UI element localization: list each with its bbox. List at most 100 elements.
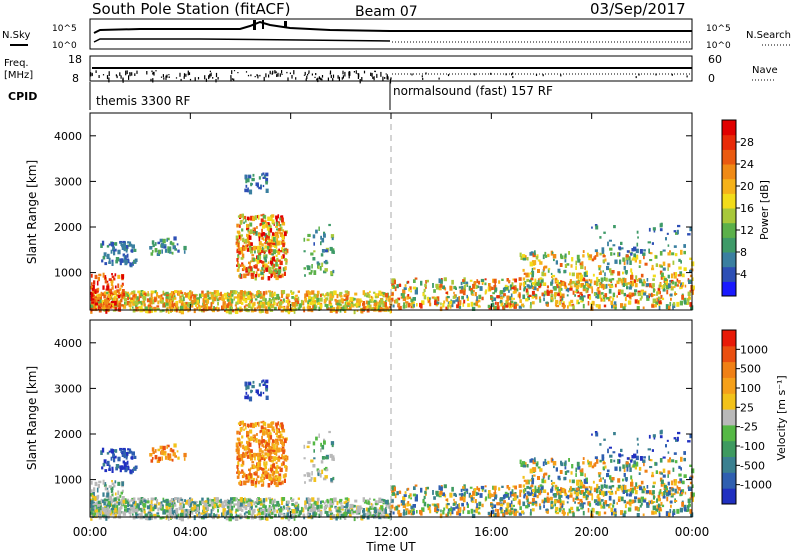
heatmap-cell — [126, 460, 129, 465]
heatmap-cell — [262, 421, 266, 426]
heatmap-cell — [338, 500, 342, 504]
heatmap-cell — [579, 295, 583, 300]
heatmap-cell — [150, 500, 153, 505]
heatmap-cell — [374, 500, 378, 505]
heatmap-cell — [240, 454, 243, 458]
heatmap-cell — [121, 465, 124, 470]
heatmap-cell — [550, 250, 553, 256]
heatmap-cell — [250, 215, 254, 221]
heatmap-cell — [130, 505, 133, 509]
heatmap-cell — [456, 504, 460, 508]
heatmap-cell — [553, 495, 557, 498]
heatmap-cell — [104, 500, 107, 503]
heatmap-cell — [458, 513, 462, 516]
freq-point — [188, 72, 191, 75]
heatmap-cell — [392, 485, 396, 491]
heatmap-cell — [369, 290, 371, 293]
heatmap-cell — [419, 302, 422, 308]
heatmap-cell — [245, 511, 249, 514]
heatmap-cell — [282, 505, 285, 510]
freq-point — [422, 77, 424, 80]
heatmap-cell — [154, 290, 157, 294]
heatmap-cell — [463, 491, 466, 496]
heatmap-cell — [122, 496, 125, 501]
heatmap-cell — [644, 290, 647, 294]
heatmap-cell — [358, 300, 361, 306]
heatmap-cell — [106, 490, 110, 493]
heatmap-cell — [448, 301, 453, 305]
freq-point — [511, 73, 513, 76]
heatmap-cell — [171, 242, 175, 246]
heatmap-cell — [316, 497, 320, 502]
heatmap-cell — [576, 506, 579, 512]
heatmap-cell — [423, 501, 427, 507]
heatmap-cell — [586, 494, 589, 498]
heatmap-cell — [172, 296, 175, 300]
heatmap-cell — [104, 293, 107, 296]
heatmap-cell — [543, 504, 545, 509]
heatmap-cell — [534, 250, 536, 255]
heatmap-cell — [491, 286, 494, 290]
heatmap-cell — [101, 447, 105, 453]
freq-point — [162, 74, 164, 78]
heatmap-cell — [546, 303, 549, 307]
freq-point — [490, 72, 492, 75]
heatmap-cell — [544, 265, 548, 269]
freq-point — [385, 73, 387, 75]
heatmap-cell — [108, 450, 111, 453]
heatmap-cell — [281, 480, 284, 485]
heatmap-cell — [531, 286, 535, 290]
heatmap-cell — [94, 481, 98, 487]
heatmap-cell — [161, 456, 163, 461]
heatmap-cell — [504, 287, 508, 290]
heatmap-cell — [254, 514, 256, 519]
heatmap-cell — [91, 298, 95, 301]
heatmap-cell — [670, 500, 673, 504]
heatmap-cell — [246, 440, 249, 444]
heatmap-cell — [132, 295, 135, 299]
heatmap-cell — [423, 294, 427, 300]
heatmap-cell — [632, 257, 636, 261]
freq-point — [411, 73, 413, 76]
heatmap-cell — [353, 297, 356, 301]
heatmap-cell — [242, 298, 245, 302]
heatmap-cell — [434, 506, 437, 509]
heatmap-cell — [263, 476, 265, 481]
heatmap-cell — [577, 502, 581, 505]
heatmap-cell — [209, 498, 212, 502]
heatmap-cell — [624, 278, 627, 283]
heatmap-cell — [262, 391, 265, 395]
heatmap-cell — [278, 438, 282, 442]
heatmap-cell — [338, 506, 342, 510]
heatmap-cell — [644, 497, 647, 501]
heatmap-cell — [111, 275, 115, 279]
freq-point — [344, 71, 346, 77]
heatmap-cell — [405, 510, 408, 516]
heatmap-cell — [237, 462, 240, 467]
freq-point — [247, 74, 250, 77]
heatmap-cell — [498, 280, 501, 284]
heatmap-cell — [691, 277, 694, 281]
heatmap-cell — [639, 297, 642, 301]
heatmap-cell — [499, 497, 504, 501]
heatmap-cell — [127, 502, 129, 507]
heatmap-cell — [191, 506, 195, 511]
heatmap-cell — [259, 430, 263, 433]
heatmap-cell — [523, 282, 525, 286]
heatmap-cell — [191, 291, 194, 295]
heatmap-cell — [552, 254, 557, 259]
heatmap-cell — [670, 297, 672, 301]
heatmap-cell — [236, 437, 240, 441]
heatmap-cell — [260, 271, 264, 275]
heatmap-cell — [592, 273, 595, 277]
heatmap-cell — [607, 241, 609, 247]
heatmap-cell — [304, 481, 306, 484]
heatmap-cell — [585, 288, 588, 294]
heatmap-cell — [567, 283, 571, 286]
heatmap-cell — [504, 284, 508, 289]
heatmap-cell — [583, 284, 586, 289]
heatmap-cell — [270, 299, 273, 303]
heatmap-cell — [315, 229, 318, 234]
heatmap-cell — [398, 512, 402, 518]
heatmap-cell — [262, 172, 265, 175]
